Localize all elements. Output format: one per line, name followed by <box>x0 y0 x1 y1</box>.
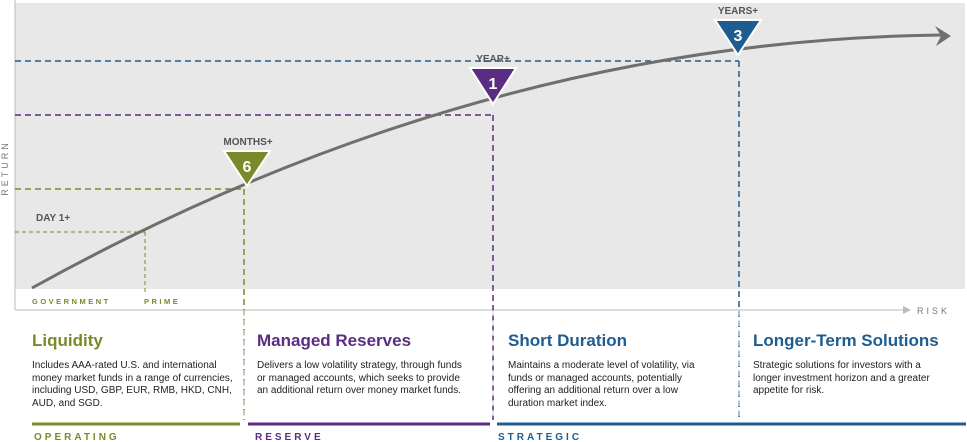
government-label: GOVERNMENT <box>32 297 111 306</box>
year-label: YEAR+ <box>476 54 510 65</box>
liquidity-desc: Includes AAA-rated U.S. and internationa… <box>32 360 233 409</box>
short-duration-desc: Maintains a moderate level of volatility… <box>508 360 695 409</box>
years-value: 3 <box>734 28 743 45</box>
column-liquidity: Liquidity Includes AAA-rated U.S. and in… <box>32 330 237 410</box>
months-value: 6 <box>243 159 252 176</box>
prime-label: PRIME <box>144 297 180 306</box>
strategic-label: STRATEGIC <box>498 432 582 442</box>
years-label: YEARS+ <box>718 6 758 17</box>
x-axis-label: RISK <box>917 306 950 316</box>
curve-arrow <box>935 26 951 46</box>
risk-return-curve <box>31 33 944 290</box>
longer-term-title: Longer-Term Solutions <box>753 331 939 350</box>
year-value: 1 <box>489 76 498 93</box>
months-marker <box>222 150 272 188</box>
x-axis-arrow <box>903 306 911 314</box>
y-axis-label: RETURN <box>0 140 10 196</box>
column-short-duration: Short Duration Maintains a moderate leve… <box>508 330 713 410</box>
years-marker <box>713 19 763 57</box>
column-longer-term: Longer-Term Solutions Strategic solution… <box>753 330 958 398</box>
longer-term-desc: Strategic solutions for investors with a… <box>753 360 930 396</box>
months-label: MONTHS+ <box>223 137 272 148</box>
liquidity-title: Liquidity <box>32 331 103 350</box>
operating-label: OPERATING <box>34 432 120 442</box>
short-duration-title: Short Duration <box>508 331 627 350</box>
day-label: DAY 1+ <box>36 213 70 224</box>
year-marker <box>468 67 518 106</box>
column-managed-reserves: Managed Reserves Delivers a low volatili… <box>257 330 471 398</box>
reserve-label: RESERVE <box>255 432 324 442</box>
managed-reserves-desc: Delivers a low volatility strategy, thro… <box>257 360 462 396</box>
managed-reserves-title: Managed Reserves <box>257 331 412 350</box>
plot-area <box>15 3 965 289</box>
